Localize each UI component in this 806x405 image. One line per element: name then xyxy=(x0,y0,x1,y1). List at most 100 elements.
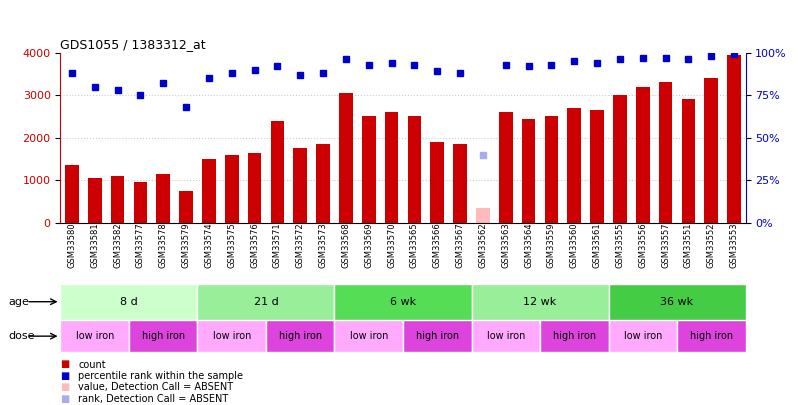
Bar xyxy=(636,87,650,223)
Text: GSM33552: GSM33552 xyxy=(707,223,716,268)
Text: GSM33564: GSM33564 xyxy=(524,223,533,269)
Text: high iron: high iron xyxy=(553,331,596,341)
Text: high iron: high iron xyxy=(279,331,322,341)
Text: GSM33562: GSM33562 xyxy=(479,223,488,269)
Bar xyxy=(408,117,422,223)
Text: GSM33574: GSM33574 xyxy=(205,223,214,269)
Bar xyxy=(266,320,334,352)
Bar xyxy=(567,108,581,223)
Text: count: count xyxy=(78,360,106,369)
Bar xyxy=(110,176,124,223)
Text: low iron: low iron xyxy=(213,331,251,341)
Bar xyxy=(521,119,535,223)
Bar xyxy=(659,83,672,223)
Text: GSM33557: GSM33557 xyxy=(661,223,670,269)
Text: GSM33581: GSM33581 xyxy=(90,223,99,269)
Text: percentile rank within the sample: percentile rank within the sample xyxy=(78,371,243,381)
Text: 8 d: 8 d xyxy=(120,297,138,307)
Text: low iron: low iron xyxy=(487,331,525,341)
Text: GSM33577: GSM33577 xyxy=(136,223,145,269)
Bar xyxy=(339,93,353,223)
Bar xyxy=(156,174,170,223)
Bar xyxy=(472,284,609,320)
Bar xyxy=(225,155,239,223)
Bar xyxy=(293,148,307,223)
Bar xyxy=(453,144,467,223)
Text: GSM33578: GSM33578 xyxy=(159,223,168,269)
Bar xyxy=(60,320,129,352)
Bar xyxy=(179,191,193,223)
Bar xyxy=(316,144,330,223)
Bar xyxy=(197,320,266,352)
Text: GSM33576: GSM33576 xyxy=(250,223,259,269)
Bar xyxy=(129,320,197,352)
Text: GSM33569: GSM33569 xyxy=(364,223,373,269)
Bar xyxy=(271,121,285,223)
Bar xyxy=(476,208,490,223)
Bar xyxy=(609,284,746,320)
Bar xyxy=(682,100,696,223)
Bar xyxy=(334,284,472,320)
Bar xyxy=(499,112,513,223)
Bar xyxy=(727,55,741,223)
Text: GSM33582: GSM33582 xyxy=(113,223,122,269)
Bar xyxy=(403,320,472,352)
Text: 6 wk: 6 wk xyxy=(390,297,416,307)
Bar xyxy=(362,117,376,223)
Text: GSM33556: GSM33556 xyxy=(638,223,647,269)
Text: GSM33568: GSM33568 xyxy=(342,223,351,269)
Bar xyxy=(384,112,398,223)
Bar xyxy=(704,78,718,223)
Bar xyxy=(334,320,403,352)
Text: GSM33579: GSM33579 xyxy=(181,223,190,269)
Text: GSM33559: GSM33559 xyxy=(547,223,556,268)
Bar xyxy=(430,142,444,223)
Text: GSM33561: GSM33561 xyxy=(592,223,601,269)
Text: low iron: low iron xyxy=(76,331,114,341)
Text: GSM33555: GSM33555 xyxy=(616,223,625,268)
Text: GSM33565: GSM33565 xyxy=(410,223,419,269)
Text: GSM33551: GSM33551 xyxy=(684,223,693,268)
Text: high iron: high iron xyxy=(142,331,185,341)
Text: dose: dose xyxy=(8,331,35,341)
Text: GSM33567: GSM33567 xyxy=(455,223,464,269)
Text: low iron: low iron xyxy=(624,331,662,341)
Bar xyxy=(613,95,627,223)
Text: GSM33575: GSM33575 xyxy=(227,223,236,269)
Bar xyxy=(65,165,79,223)
Bar xyxy=(247,153,261,223)
Text: 12 wk: 12 wk xyxy=(523,297,557,307)
Text: GSM33570: GSM33570 xyxy=(387,223,396,269)
Bar xyxy=(472,320,540,352)
Text: ■: ■ xyxy=(60,394,69,403)
Text: ■: ■ xyxy=(60,371,69,381)
Bar xyxy=(590,110,604,223)
Text: ■: ■ xyxy=(60,382,69,392)
Bar xyxy=(677,320,746,352)
Bar xyxy=(134,182,147,223)
Bar xyxy=(540,320,609,352)
Text: GSM33563: GSM33563 xyxy=(501,223,510,269)
Text: GSM33571: GSM33571 xyxy=(273,223,282,269)
Text: GSM33580: GSM33580 xyxy=(68,223,77,269)
Text: rank, Detection Call = ABSENT: rank, Detection Call = ABSENT xyxy=(78,394,228,403)
Bar xyxy=(545,117,559,223)
Text: GDS1055 / 1383312_at: GDS1055 / 1383312_at xyxy=(60,38,206,51)
Text: GSM33566: GSM33566 xyxy=(433,223,442,269)
Bar xyxy=(197,284,334,320)
Bar xyxy=(202,159,216,223)
Text: high iron: high iron xyxy=(690,331,733,341)
Bar xyxy=(60,284,197,320)
Text: 36 wk: 36 wk xyxy=(660,297,694,307)
Text: age: age xyxy=(8,297,29,307)
Text: ■: ■ xyxy=(60,360,69,369)
Text: low iron: low iron xyxy=(350,331,388,341)
Bar xyxy=(609,320,677,352)
Text: GSM33553: GSM33553 xyxy=(729,223,738,269)
Text: GSM33560: GSM33560 xyxy=(570,223,579,269)
Bar xyxy=(88,178,102,223)
Text: GSM33572: GSM33572 xyxy=(296,223,305,269)
Text: 21 d: 21 d xyxy=(254,297,278,307)
Text: GSM33573: GSM33573 xyxy=(318,223,327,269)
Text: high iron: high iron xyxy=(416,331,459,341)
